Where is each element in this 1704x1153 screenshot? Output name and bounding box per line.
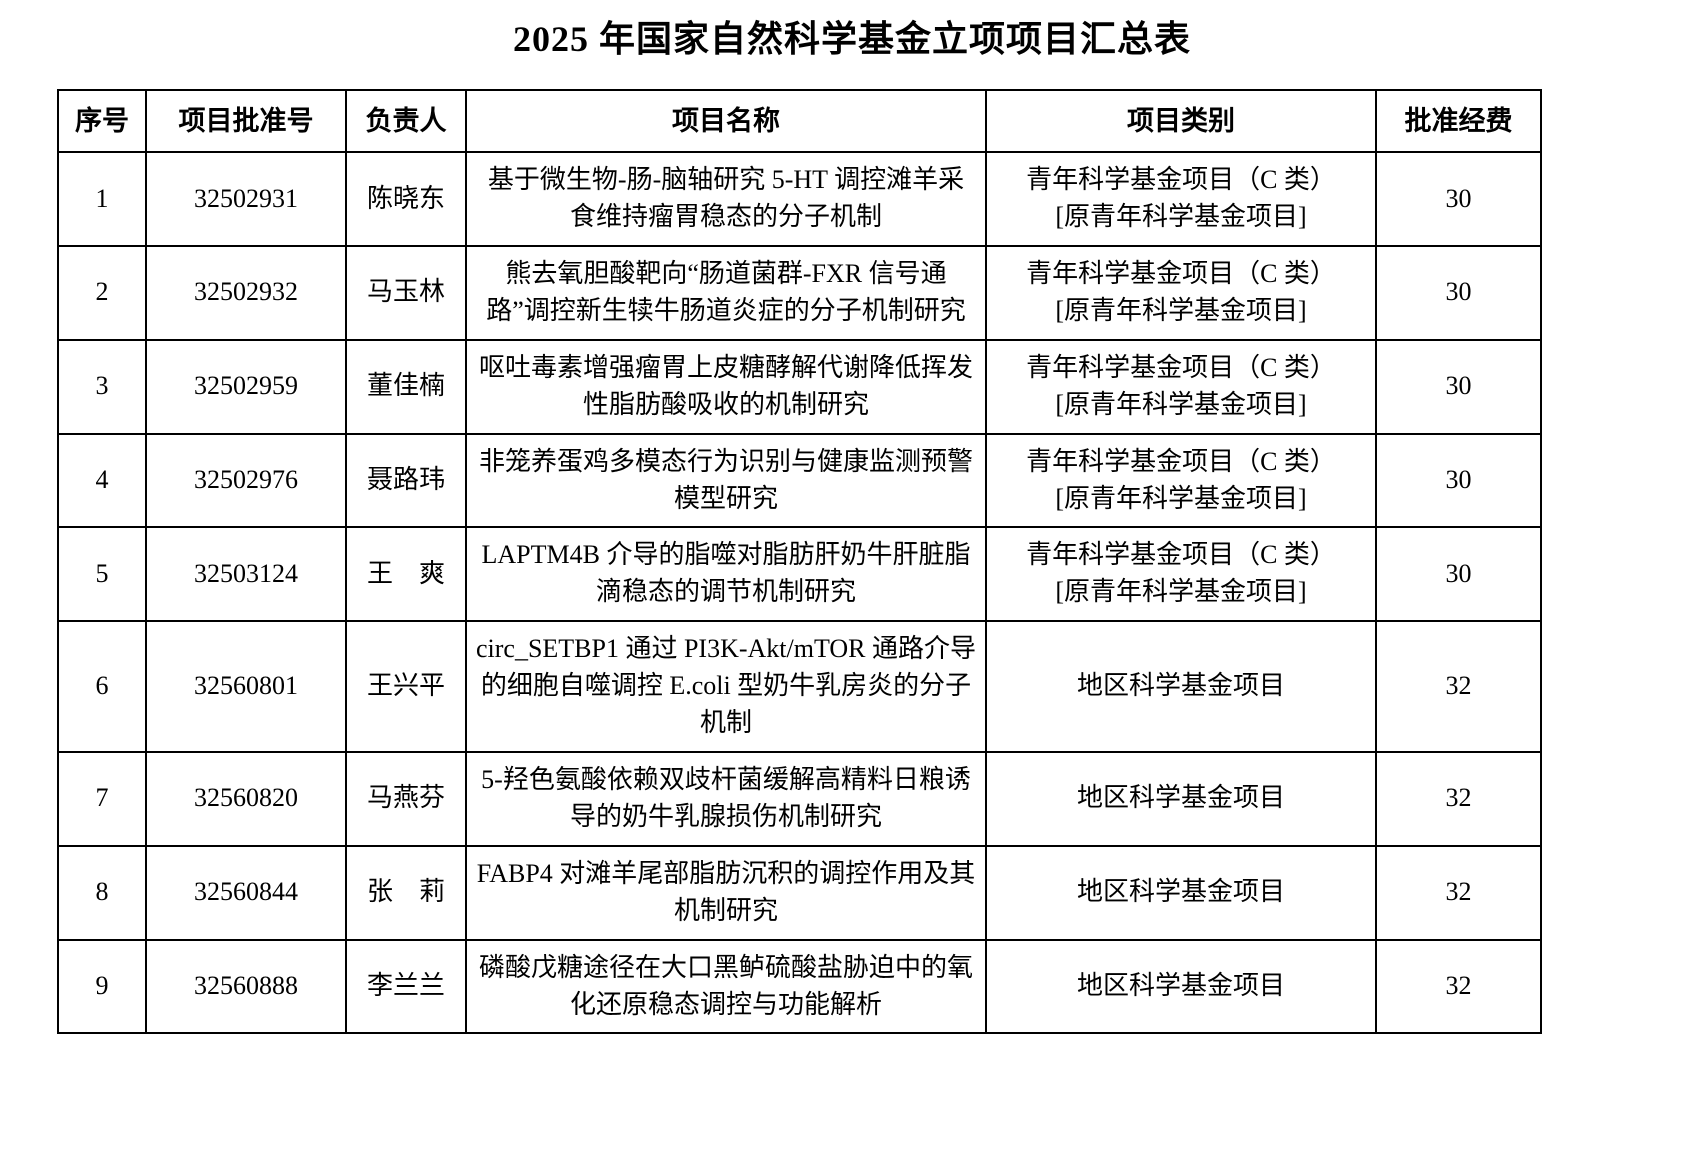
page-title: 2025 年国家自然科学基金立项项目汇总表: [512, 19, 1191, 59]
cell-funding: 30: [1375, 432, 1542, 529]
cell-grant-number: 32560844: [145, 844, 347, 941]
cell-category: 地区科学基金项目: [985, 750, 1377, 847]
table-row: 2 32502932 马玉林 熊去氧胆酸靶向“肠道菌群-FXR 信号通路”调控新…: [57, 245, 1542, 341]
cell-project-name: 呕吐毒素增强瘤胃上皮糖酵解代谢降低挥发性脂肪酸吸收的机制研究: [465, 338, 987, 435]
table-row: 3 32502959 董佳楠 呕吐毒素增强瘤胃上皮糖酵解代谢降低挥发性脂肪酸吸收…: [57, 338, 1542, 435]
cell-pi: 张 莉: [345, 844, 467, 941]
cell-pi: 王 爽: [345, 526, 467, 623]
cell-grant-number: 32503124: [145, 526, 347, 623]
projects-table: 序号 项目批准号 负责人 项目名称 项目类别 批准经费 1 32502931 陈…: [57, 89, 1542, 1035]
table-row: 8 32560844 张 莉 FABP4 对滩羊尾部脂肪沉积的调控作用及其机制研…: [57, 844, 1542, 941]
cell-funding: 32: [1375, 844, 1542, 941]
cell-pi: 聂路玮: [345, 432, 467, 529]
cell-funding: 32: [1375, 938, 1542, 1035]
header-grant-number: 项目批准号: [145, 89, 347, 154]
table-row: 6 32560801 王兴平 circ_SETBP1 通过 PI3K-Akt/m…: [57, 620, 1542, 753]
cell-grant-number: 32502931: [145, 151, 347, 247]
cell-no: 4: [57, 432, 147, 529]
cell-project-name: LAPTM4B 介导的脂噬对脂肪肝奶牛肝脏脂滴稳态的调节机制研究: [465, 526, 987, 623]
cell-grant-number: 32560801: [145, 620, 347, 753]
cell-category: 青年科学基金项目（C 类） [原青年科学基金项目]: [985, 432, 1377, 529]
cell-grant-number: 32502959: [145, 338, 347, 435]
table-row: 7 32560820 马燕芬 5-羟色氨酸依赖双歧杆菌缓解高精料日粮诱导的奶牛乳…: [57, 750, 1542, 847]
cell-category: 地区科学基金项目: [985, 844, 1377, 941]
cell-pi: 王兴平: [345, 620, 467, 753]
table-row: 1 32502931 陈晓东 基于微生物-肠-脑轴研究 5-HT 调控滩羊采食维…: [57, 151, 1542, 247]
table-row: 9 32560888 李兰兰 磷酸戊糖途径在大口黑鲈硫酸盐胁迫中的氧化还原稳态调…: [57, 938, 1542, 1035]
cell-grant-number: 32502932: [145, 245, 347, 341]
cell-funding: 32: [1375, 750, 1542, 847]
cell-no: 9: [57, 938, 147, 1035]
cell-project-name: 非笼养蛋鸡多模态行为识别与健康监测预警模型研究: [465, 432, 987, 529]
header-pi: 负责人: [345, 89, 467, 154]
cell-category: 地区科学基金项目: [985, 620, 1377, 753]
cell-category: 青年科学基金项目（C 类） [原青年科学基金项目]: [985, 245, 1377, 341]
cell-category: 青年科学基金项目（C 类） [原青年科学基金项目]: [985, 526, 1377, 623]
cell-project-name: FABP4 对滩羊尾部脂肪沉积的调控作用及其机制研究: [465, 844, 987, 941]
cell-project-name: circ_SETBP1 通过 PI3K-Akt/mTOR 通路介导的细胞自噬调控…: [465, 620, 987, 753]
cell-category: 青年科学基金项目（C 类） [原青年科学基金项目]: [985, 151, 1377, 247]
cell-funding: 30: [1375, 151, 1542, 247]
cell-grant-number: 32560888: [145, 938, 347, 1035]
cell-project-name: 磷酸戊糖途径在大口黑鲈硫酸盐胁迫中的氧化还原稳态调控与功能解析: [465, 938, 987, 1035]
cell-no: 8: [57, 844, 147, 941]
cell-pi: 陈晓东: [345, 151, 467, 247]
cell-funding: 30: [1375, 338, 1542, 435]
table-row: 4 32502976 聂路玮 非笼养蛋鸡多模态行为识别与健康监测预警模型研究 青…: [57, 432, 1542, 529]
cell-pi: 马玉林: [345, 245, 467, 341]
cell-no: 6: [57, 620, 147, 753]
table-header-row: 序号 项目批准号 负责人 项目名称 项目类别 批准经费: [57, 89, 1542, 154]
cell-funding: 30: [1375, 245, 1542, 341]
cell-pi: 董佳楠: [345, 338, 467, 435]
cell-category: 青年科学基金项目（C 类） [原青年科学基金项目]: [985, 338, 1377, 435]
cell-pi: 李兰兰: [345, 938, 467, 1035]
cell-no: 2: [57, 245, 147, 341]
cell-no: 3: [57, 338, 147, 435]
cell-project-name: 基于微生物-肠-脑轴研究 5-HT 调控滩羊采食维持瘤胃稳态的分子机制: [465, 151, 987, 247]
cell-project-name: 熊去氧胆酸靶向“肠道菌群-FXR 信号通路”调控新生犊牛肠道炎症的分子机制研究: [465, 245, 987, 341]
cell-grant-number: 32502976: [145, 432, 347, 529]
header-funding: 批准经费: [1375, 89, 1542, 154]
cell-grant-number: 32560820: [145, 750, 347, 847]
cell-project-name: 5-羟色氨酸依赖双歧杆菌缓解高精料日粮诱导的奶牛乳腺损伤机制研究: [465, 750, 987, 847]
cell-no: 5: [57, 526, 147, 623]
header-category: 项目类别: [985, 89, 1377, 154]
table-row: 5 32503124 王 爽 LAPTM4B 介导的脂噬对脂肪肝奶牛肝脏脂滴稳态…: [57, 526, 1542, 623]
cell-category: 地区科学基金项目: [985, 938, 1377, 1035]
cell-pi: 马燕芬: [345, 750, 467, 847]
cell-no: 7: [57, 750, 147, 847]
header-no: 序号: [57, 89, 147, 154]
cell-funding: 32: [1375, 620, 1542, 753]
cell-funding: 30: [1375, 526, 1542, 623]
header-project-name: 项目名称: [465, 89, 987, 154]
cell-no: 1: [57, 151, 147, 247]
